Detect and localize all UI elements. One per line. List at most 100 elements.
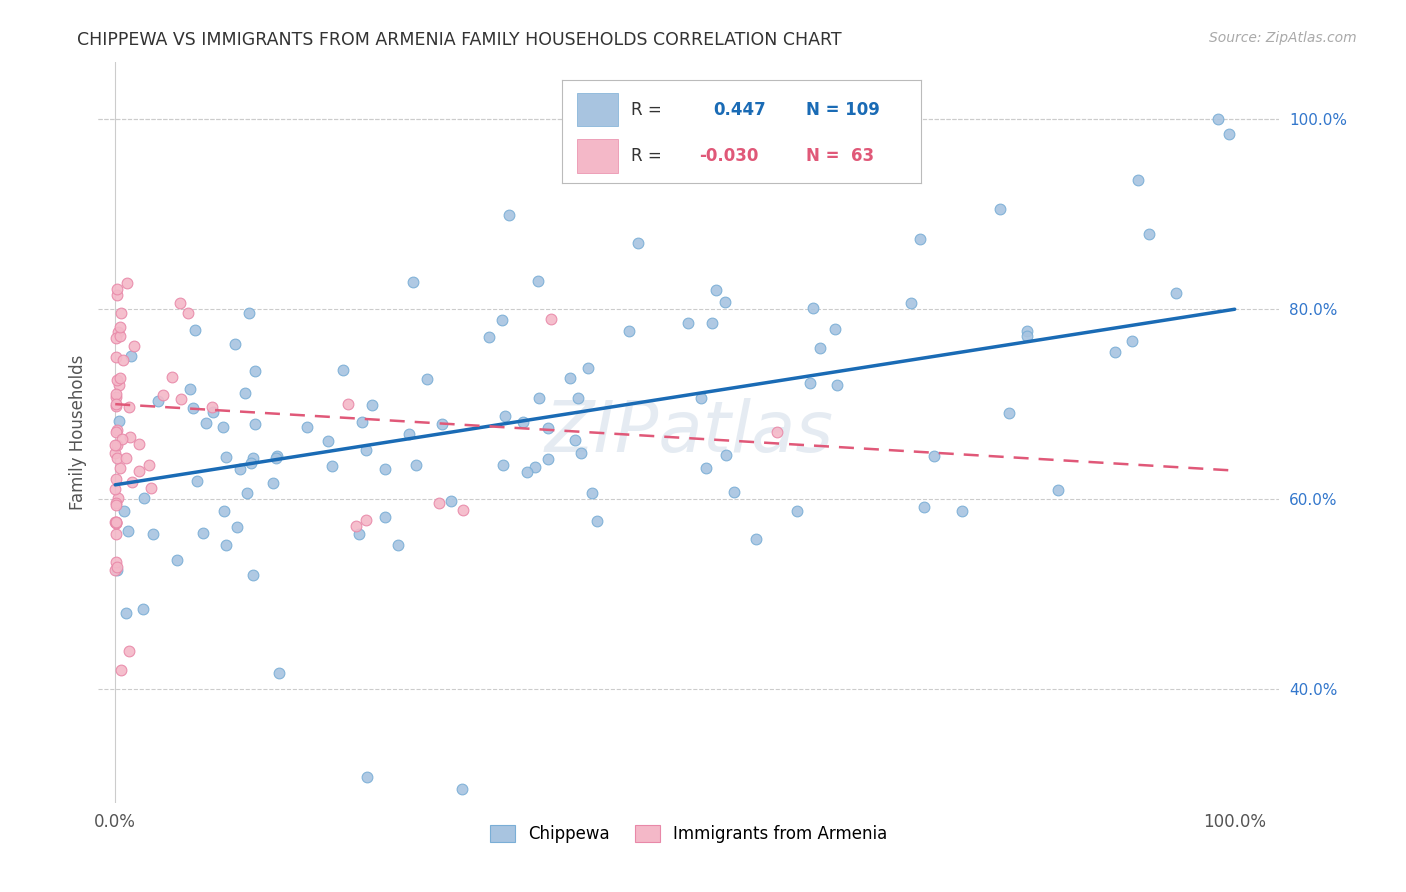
Point (105, 560, 128, 574)
Text: ZIPatlas: ZIPatlas (544, 398, 834, 467)
Point (912, 500, 935, 514)
Point (988, 202, 1011, 217)
Point (105, 282, 128, 296)
Point (581, 486, 603, 500)
Point (569, 446, 592, 460)
Point (105, 387, 128, 401)
Point (104, 526, 127, 541)
Point (808, 341, 831, 355)
Point (110, 461, 132, 475)
Point (537, 421, 560, 435)
Point (689, 392, 711, 406)
Point (105, 498, 128, 512)
Point (527, 391, 550, 405)
Point (104, 515, 127, 529)
Point (128, 437, 150, 451)
Point (799, 376, 821, 390)
Point (766, 425, 789, 439)
Point (118, 430, 141, 444)
Point (105, 437, 128, 451)
Point (1126, 172, 1149, 186)
Point (104, 515, 127, 529)
Point (104, 563, 127, 577)
Point (387, 538, 409, 552)
Point (160, 370, 183, 384)
Point (1166, 285, 1188, 300)
Point (619, 324, 641, 338)
Point (132, 602, 155, 616)
Point (225, 520, 247, 534)
Point (115, 606, 138, 620)
Text: -0.030: -0.030 (699, 146, 758, 165)
Point (104, 399, 127, 413)
Point (117, 644, 139, 658)
Point (567, 391, 589, 405)
Point (1104, 345, 1126, 359)
Point (224, 337, 246, 351)
Point (1017, 324, 1039, 338)
Point (214, 538, 236, 552)
Point (536, 452, 558, 467)
Point (121, 475, 143, 489)
Point (405, 458, 427, 472)
Point (900, 295, 922, 310)
Point (491, 312, 513, 326)
Point (110, 305, 132, 319)
FancyBboxPatch shape (576, 93, 619, 127)
Point (332, 362, 354, 376)
Point (950, 504, 973, 518)
Point (374, 509, 396, 524)
Point (427, 496, 450, 510)
Point (239, 456, 262, 470)
Point (266, 451, 288, 466)
Point (179, 382, 201, 396)
Point (586, 514, 609, 528)
Point (105, 423, 128, 437)
Point (105, 373, 128, 387)
Point (105, 451, 128, 466)
Point (104, 331, 127, 345)
Point (524, 460, 547, 475)
Point (176, 306, 198, 320)
Point (1206, 112, 1229, 127)
Point (105, 425, 128, 439)
Point (105, 472, 128, 486)
Point (235, 486, 257, 500)
Point (922, 450, 945, 464)
Point (111, 353, 134, 368)
Point (416, 372, 439, 386)
Point (110, 663, 132, 677)
Point (478, 330, 501, 344)
Point (115, 277, 138, 291)
Point (139, 481, 162, 495)
Point (104, 482, 127, 496)
Point (104, 515, 127, 529)
Point (115, 450, 138, 465)
Text: Source: ZipAtlas.com: Source: ZipAtlas.com (1209, 31, 1357, 45)
Point (676, 316, 699, 330)
Point (344, 519, 367, 533)
Point (516, 465, 538, 479)
Point (243, 364, 266, 378)
Point (108, 377, 131, 392)
Point (134, 491, 156, 506)
Point (105, 288, 128, 302)
Point (104, 438, 127, 452)
Point (825, 378, 848, 392)
Point (321, 458, 343, 473)
Point (492, 458, 515, 472)
Point (824, 322, 846, 336)
Point (700, 316, 723, 330)
Point (801, 301, 824, 316)
Point (105, 496, 128, 510)
Point (558, 371, 581, 385)
Point (704, 283, 727, 297)
Text: CHIPPEWA VS IMMIGRANTS FROM ARMENIA FAMILY HOUSEHOLDS CORRELATION CHART: CHIPPEWA VS IMMIGRANTS FROM ARMENIA FAMI… (77, 31, 842, 49)
Point (786, 504, 808, 518)
Point (105, 563, 128, 577)
Point (627, 236, 650, 251)
Point (1047, 483, 1070, 497)
Point (169, 392, 191, 407)
Point (214, 503, 236, 517)
Point (228, 462, 250, 476)
